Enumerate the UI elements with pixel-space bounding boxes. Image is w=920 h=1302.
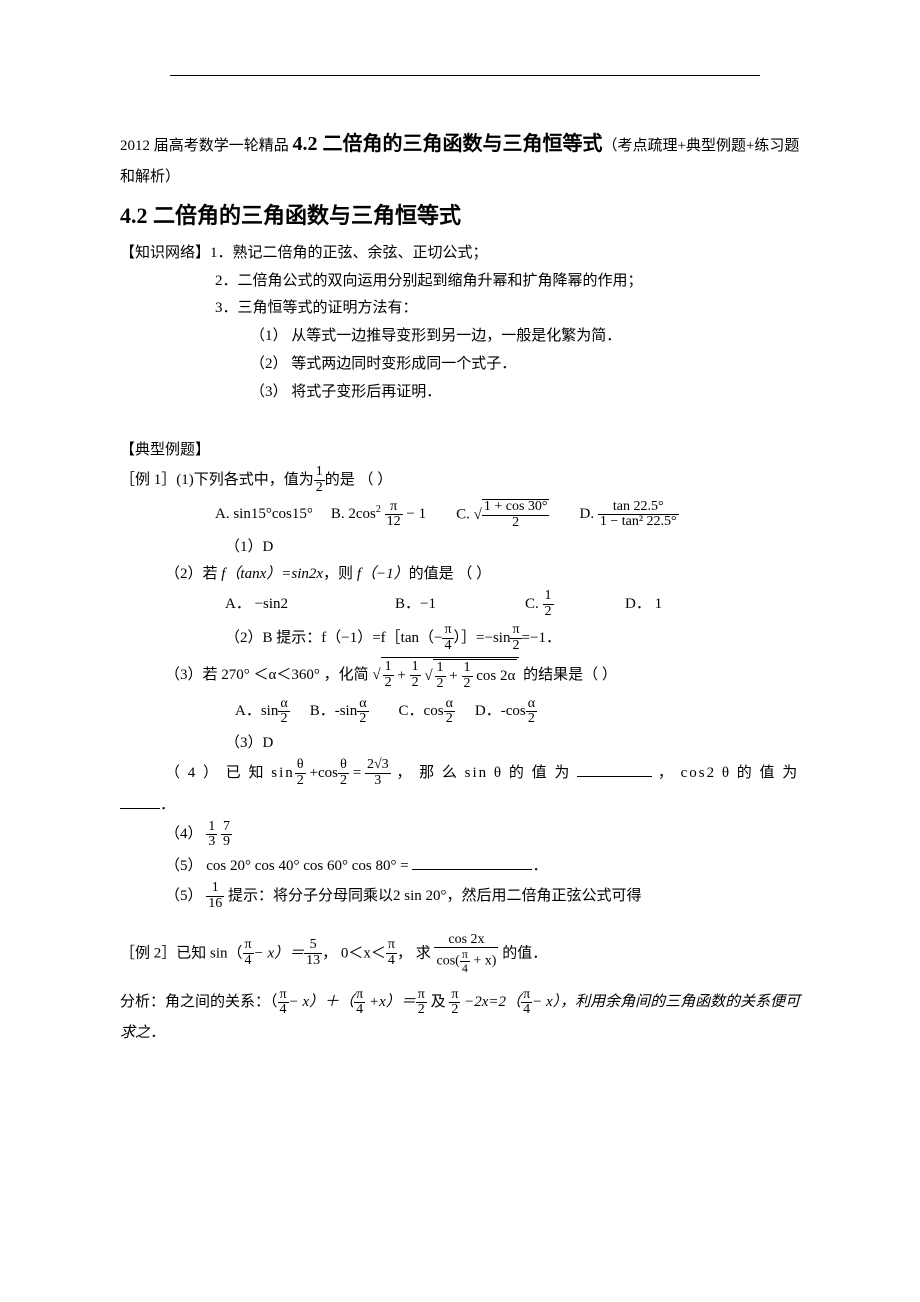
ex1-q1-ans: （1）D xyxy=(120,534,810,562)
ex1-q3-ans: （3）D xyxy=(120,730,810,758)
ex1-q3-optC: C．cosα2 xyxy=(399,696,455,727)
ex1-q4-cont: ． xyxy=(120,792,810,820)
ex1-q3-optD: D．-cosα2 xyxy=(475,696,537,727)
ex1-q2-optC: C. 12 xyxy=(525,589,625,620)
intro-prefix: 2012 届高考数学一轮精品 xyxy=(120,138,293,154)
fill-blank xyxy=(120,794,160,809)
ex1-q1-optC: C. 1 + cos 30°2 xyxy=(456,499,549,531)
examples-label: 【典型例题】 xyxy=(120,438,810,463)
ex1-q1-optB: B. 2cos2 π12 − 1 xyxy=(331,499,426,530)
outline-item-3: 3．三角恒等式的证明方法有： xyxy=(120,295,810,323)
outline-line-1: 【知识网络】1．熟记二倍角的正弦、余弦、正切公式； xyxy=(120,240,810,268)
outline-item-3b: （2） 等式两边同时变形成同一个式子． xyxy=(120,351,810,379)
fill-blank xyxy=(577,762,652,777)
ex1-q2-options: A． −sin2 B．−1 C. 12 D． 1 xyxy=(120,589,810,620)
ex2: ［例 2］已知 sin（π4− x）＝513， 0＜x＜π4， 求 cos 2x… xyxy=(120,933,810,975)
ex1-q1-suffix: 的是 （ ） xyxy=(325,472,393,488)
ex1-q5: （5） cos 20° cos 40° cos 60° cos 80° = ． xyxy=(120,853,810,881)
ex1-q2: （2）若 f（tanx）=sin2x，则 f（−1）的值是 （ ） xyxy=(120,561,810,589)
ex1-q3-optA: A．sinα2 xyxy=(235,696,290,727)
ex1-q2-optA: A． −sin2 xyxy=(225,589,395,620)
ex1-q4-ans: （4） 13 79 xyxy=(120,819,810,850)
top-rule xyxy=(170,75,760,76)
ex1-q1-options: A. sin15°cos15° B. 2cos2 π12 − 1 C. 1 + … xyxy=(120,499,810,531)
ex1-q4: （ 4 ） 已 知 sinθ2 +cosθ2 = 2√33 ， 那 么 sin … xyxy=(120,758,810,789)
knowledge-outline: 【知识网络】1．熟记二倍角的正弦、余弦、正切公式； 2．二倍角公式的双向运用分别… xyxy=(120,240,810,407)
outline-item-2: 2．二倍角公式的双向运用分别起到缩角升幂和扩角降幂的作用； xyxy=(120,268,810,296)
frac-half: 12 xyxy=(314,465,325,495)
ex1-q3-options: A．sinα2 B．-sinα2 C．cosα2 D．-cosα2 xyxy=(120,696,810,727)
outline-item-1: 1．熟记二倍角的正弦、余弦、正切公式； xyxy=(210,245,488,261)
ex1-q2-optD: D． 1 xyxy=(625,589,662,620)
fill-blank xyxy=(412,855,532,870)
ex2-analysis: 分析：角之间的关系：（π4− x）＋（π4 +x）＝π2 及 π2 −2x=2（… xyxy=(120,987,810,1049)
ex1-q2-optB: B．−1 xyxy=(395,589,525,620)
section-title: 4.2 二倍角的三角函数与三角恒等式 xyxy=(120,198,810,234)
ex1-q2-ans: （2）B 提示：f（−1）=f［tan（−π4）］=−sinπ2=−1． xyxy=(120,623,810,654)
ex1-q1-prefix: ［例 1］(1)下列各式中，值为 xyxy=(120,472,314,488)
ex1-q5-ans: （5） 116 提示：将分子分母同乘以2 sin 20°，然后用二倍角正弦公式可… xyxy=(120,881,810,912)
outline-item-3a: （1） 从等式一边推导变形到另一边，一般是化繁为简． xyxy=(120,323,810,351)
outline-label: 【知识网络】 xyxy=(120,245,210,261)
ex1-q3: （3）若 270° ＜α＜360° ，化简 12 + 12 12 + 12 co… xyxy=(120,657,810,694)
ex1-q1: ［例 1］(1)下列各式中，值为12的是 （ ） xyxy=(120,465,810,496)
ex1-q3-optB: B．-sinα2 xyxy=(310,696,369,727)
ex1-q1-optA: A. sin15°cos15° xyxy=(215,499,313,530)
document-intro: 2012 届高考数学一轮精品 4.2 二倍角的三角函数与三角恒等式（考点疏理+典… xyxy=(120,125,810,192)
intro-title: 4.2 二倍角的三角函数与三角恒等式 xyxy=(293,133,603,155)
outline-item-3c: （3） 将式子变形后再证明． xyxy=(120,379,810,407)
ex1-q1-optD: D. tan 22.5°1 − tan² 22.5° xyxy=(579,499,678,530)
